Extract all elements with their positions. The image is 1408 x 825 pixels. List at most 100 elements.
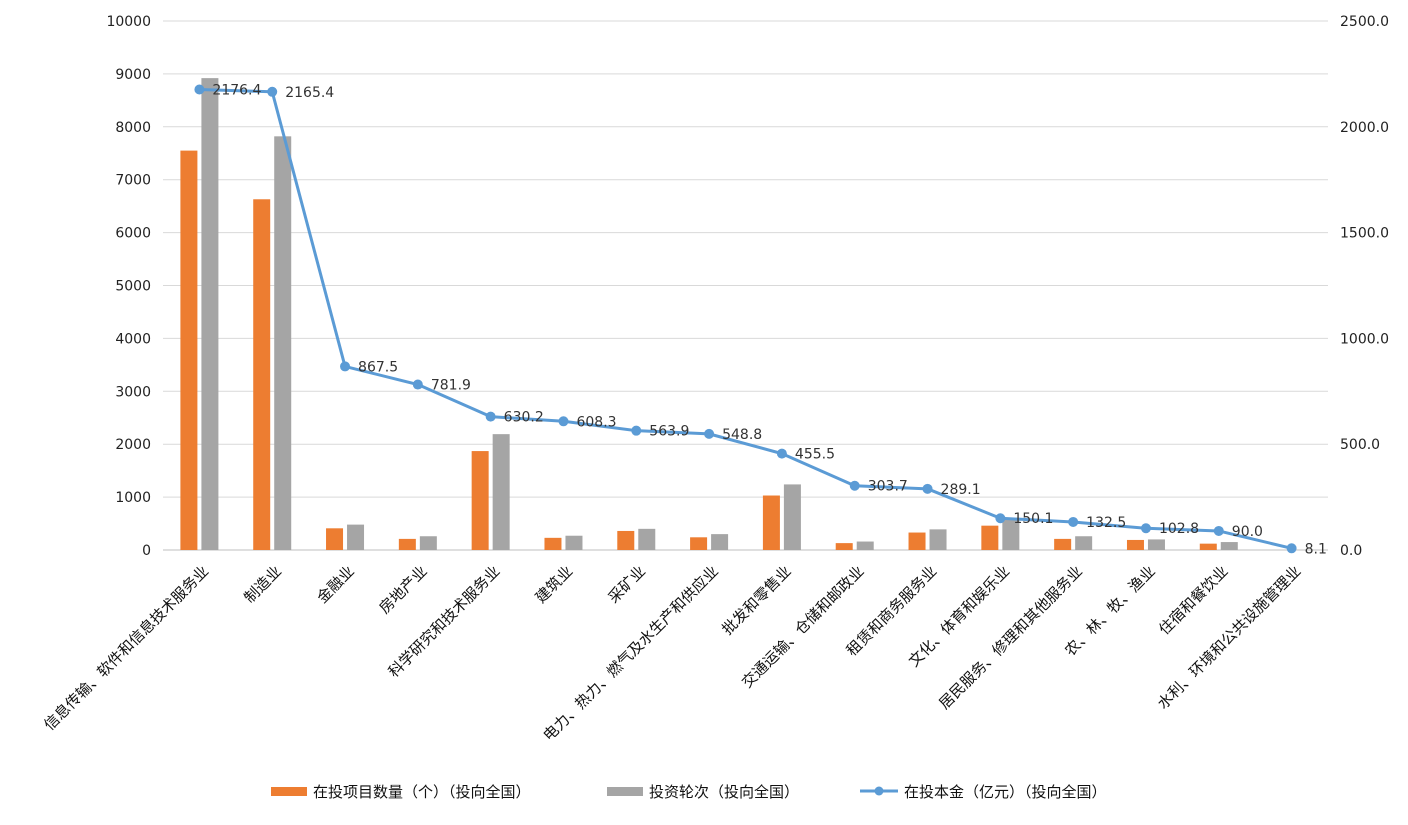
principal-data-label: 548.8 [722,427,762,443]
left-tick-label: 9000 [115,67,151,83]
left-tick-label: 8000 [115,120,151,136]
principal-point [849,480,860,491]
principal-data-label: 8.1 [1305,541,1327,557]
category-label: 批发和零售业 [718,562,794,638]
category-label: 制造业 [240,562,285,607]
legend-item-projects: 在投项目数量（个）（投向全国） [271,783,531,801]
legend-label-projects: 在投项目数量（个）（投向全国） [313,783,531,801]
bar-rounds [638,528,656,550]
category-label: 房地产业 [376,562,431,617]
left-y-axis: 0 1000 2000 3000 4000 5000 6000 7000 8000 9000 100… [106,14,151,559]
bar-rounds [565,535,583,550]
principal-point [558,416,569,427]
right-tick-label: 1500.0 [1340,226,1389,242]
principal-data-label: 303.7 [868,479,908,495]
bar-projects [690,537,708,550]
bar-projects [326,528,344,550]
principal-point [704,428,715,439]
bar-rounds [347,524,365,550]
left-tick-label: 6000 [115,226,151,242]
bar-rounds [1002,518,1020,550]
legend-label-rounds: 投资轮次（投向全国） [649,783,799,801]
principal-point [1068,516,1079,527]
bar-rounds [1147,539,1165,550]
left-tick-label: 1000 [115,490,151,506]
gridlines [163,20,1328,498]
legend: 在投项目数量（个）（投向全国） 投资轮次（投向全国） 在投本金（亿元）（投向全国… [271,783,1107,801]
bar-rounds [856,541,874,550]
category-label: 交通运输、仓储和邮政业 [738,562,867,691]
bar-rounds [274,136,292,550]
bar-rounds [419,536,437,550]
principal-data-label: 2165.4 [285,85,334,101]
category-label: 居民服务、修理和其他服务业 [935,562,1086,713]
bar-projects [1054,538,1072,550]
legend-swatch-projects [271,787,307,796]
right-tick-label: 0.0 [1340,543,1362,559]
principal-data-label: 289.1 [941,482,981,498]
principal-data-label: 455.5 [795,447,835,463]
principal-point [1286,543,1297,554]
bar-rounds [201,78,219,550]
right-tick-label: 500.0 [1340,437,1380,453]
principal-line [199,87,1292,550]
left-tick-label: 3000 [115,384,151,400]
bar-projects [908,532,926,550]
bar-projects [835,543,853,550]
bar-projects [617,530,635,550]
principal-point [922,483,933,494]
principal-data-label: 150.1 [1013,511,1053,527]
bar-rounds [1220,542,1238,550]
principal-point [1213,525,1224,536]
legend-item-rounds: 投资轮次（投向全国） [607,783,799,801]
principal-data-label: 867.5 [358,359,398,375]
bar-projects [1126,539,1144,550]
principal-point [340,361,351,372]
principal-point [995,513,1006,524]
principal-point [631,425,642,436]
principal-point [267,86,278,97]
bar-projects [981,525,999,550]
bar-rounds [711,534,729,550]
bar-projects [398,538,416,550]
left-tick-label: 0 [142,543,151,559]
bar-rounds [783,484,801,550]
principal-data-label: 102.8 [1159,521,1199,537]
bar-projects [762,495,780,550]
principal-data-label: 781.9 [431,378,471,394]
left-tick-label: 5000 [115,279,151,295]
principal-data-label: 132.5 [1086,515,1126,531]
right-tick-label: 1000.0 [1340,331,1389,347]
bar-projects [180,150,198,551]
category-label: 采矿业 [605,562,650,607]
principal-data-label: 563.9 [649,424,689,440]
left-tick-label: 4000 [115,331,151,347]
bars [180,78,1238,551]
bar-projects [544,537,562,550]
bar-rounds [492,434,510,550]
bar-rounds [929,529,947,550]
bar-projects [471,451,489,550]
principal-point [1140,523,1151,534]
left-tick-label: 7000 [115,173,151,189]
bar-projects [253,199,271,550]
right-tick-label: 2000.0 [1340,120,1389,136]
left-tick-label: 2000 [115,437,151,453]
principal-point [776,448,787,459]
principal-data-label: 630.2 [504,410,544,426]
line-series: 2176.4 2165.4 867.5 781.9 630.2 608.3 563.9 548… [194,82,1327,557]
category-label: 水利、环境和公共设施管理业 [1154,562,1305,713]
principal-point [412,379,423,390]
legend-swatch-rounds [607,787,643,796]
category-label: 住宿和餐饮业 [1155,562,1231,638]
legend-marker-principal [874,786,884,796]
principal-data-label: 2176.4 [212,82,261,98]
legend-label-principal: 在投本金（亿元）（投向全国） [904,783,1107,801]
principal-data-label: 608.3 [576,414,616,430]
principal-point [194,84,205,95]
left-tick-label: 10000 [106,14,151,30]
right-tick-label: 2500.0 [1340,14,1389,30]
